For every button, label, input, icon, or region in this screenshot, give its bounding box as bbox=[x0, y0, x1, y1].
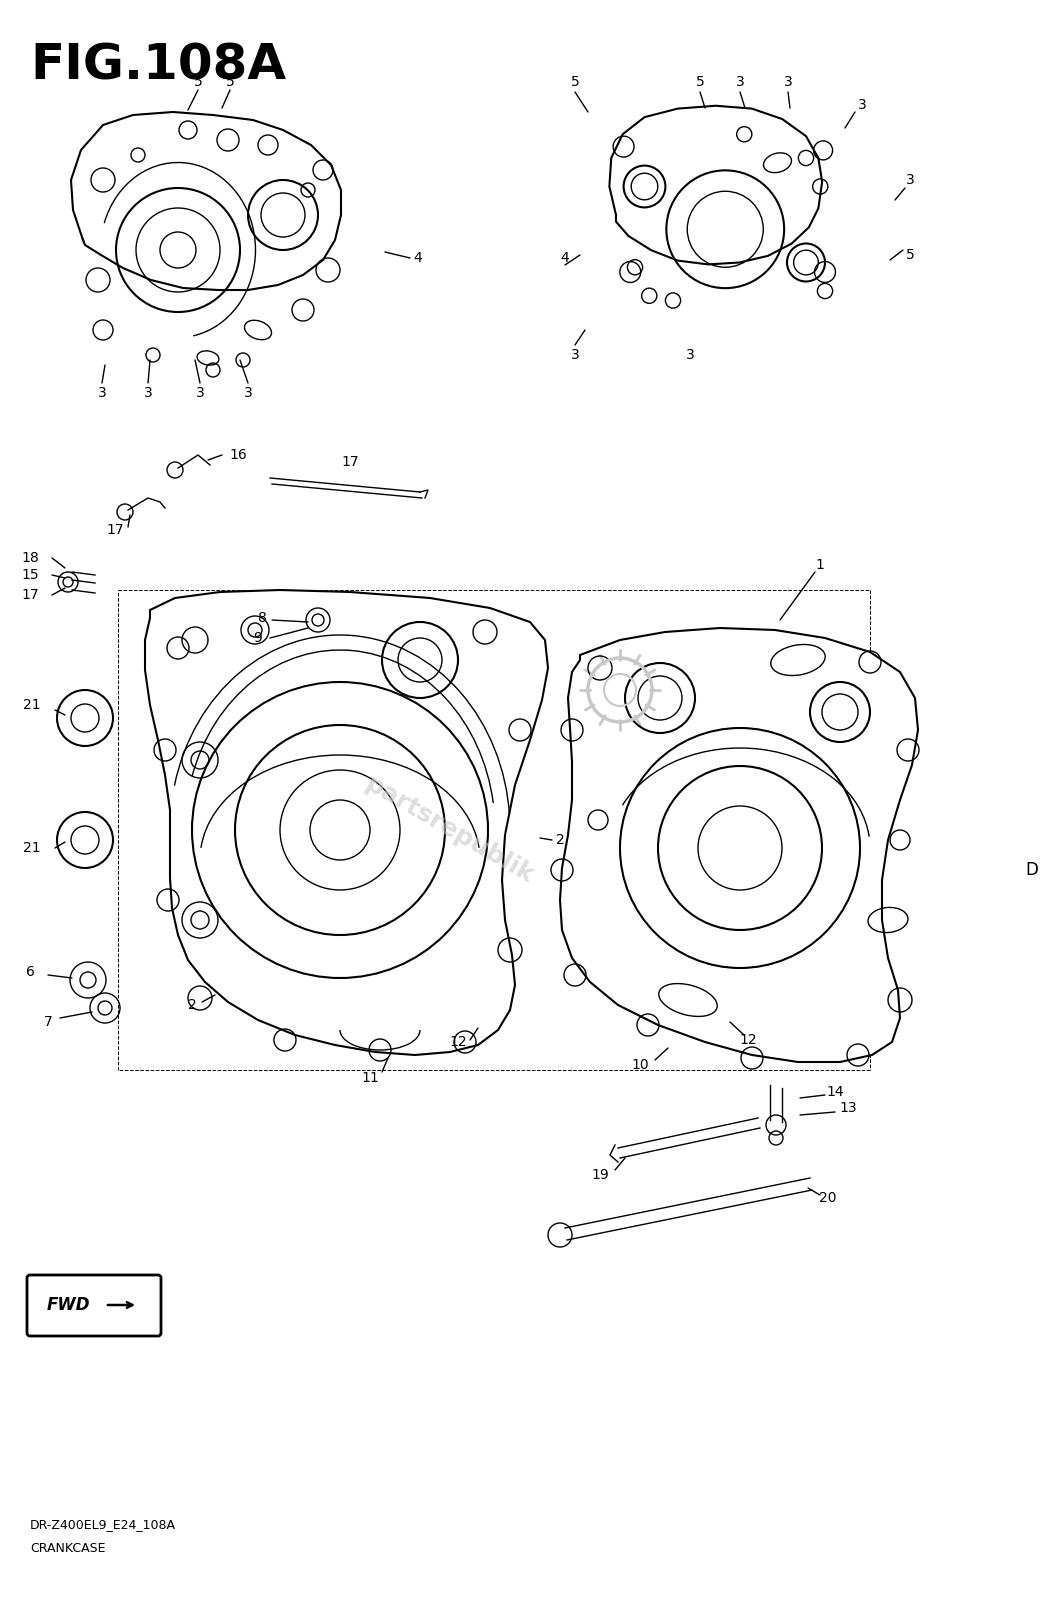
Text: D: D bbox=[1026, 861, 1038, 878]
Text: 14: 14 bbox=[827, 1085, 843, 1099]
Text: 3: 3 bbox=[736, 75, 744, 90]
Text: 12: 12 bbox=[739, 1034, 757, 1046]
Text: 5: 5 bbox=[194, 75, 202, 90]
Text: 5: 5 bbox=[225, 75, 235, 90]
Text: DR-Z400EL9_E24_108A: DR-Z400EL9_E24_108A bbox=[29, 1518, 176, 1531]
Text: 3: 3 bbox=[243, 386, 253, 400]
Polygon shape bbox=[560, 627, 918, 1062]
Text: 8: 8 bbox=[258, 611, 266, 626]
Text: 4: 4 bbox=[560, 251, 570, 266]
Text: 18: 18 bbox=[21, 550, 39, 565]
Text: 20: 20 bbox=[819, 1190, 837, 1205]
Text: 17: 17 bbox=[21, 587, 39, 602]
Text: 3: 3 bbox=[783, 75, 792, 90]
Text: 17: 17 bbox=[341, 454, 359, 469]
Text: 3: 3 bbox=[98, 386, 106, 400]
Text: 7: 7 bbox=[43, 1014, 53, 1029]
Text: 5: 5 bbox=[571, 75, 579, 90]
Text: 19: 19 bbox=[591, 1168, 609, 1182]
Text: FIG.108A: FIG.108A bbox=[29, 42, 286, 90]
Text: 10: 10 bbox=[631, 1058, 649, 1072]
Text: partsrepublik: partsrepublik bbox=[361, 771, 539, 888]
Polygon shape bbox=[145, 590, 548, 1054]
Text: 17: 17 bbox=[106, 523, 124, 538]
Text: 3: 3 bbox=[686, 349, 694, 362]
Text: 11: 11 bbox=[361, 1070, 379, 1085]
Text: FWD: FWD bbox=[46, 1296, 90, 1314]
Text: 21: 21 bbox=[23, 698, 41, 712]
Text: 2: 2 bbox=[556, 834, 564, 846]
Text: 3: 3 bbox=[571, 349, 579, 362]
Text: 5: 5 bbox=[906, 248, 914, 262]
Text: 2: 2 bbox=[187, 998, 196, 1013]
Text: 4: 4 bbox=[414, 251, 422, 266]
Text: 3: 3 bbox=[196, 386, 204, 400]
Text: CRANKCASE: CRANKCASE bbox=[29, 1542, 105, 1555]
Text: 13: 13 bbox=[839, 1101, 857, 1115]
Text: 21: 21 bbox=[23, 842, 41, 854]
Text: 9: 9 bbox=[254, 630, 262, 645]
Text: 3: 3 bbox=[143, 386, 153, 400]
Text: 1: 1 bbox=[816, 558, 824, 573]
Text: 15: 15 bbox=[21, 568, 39, 582]
Text: 12: 12 bbox=[450, 1035, 466, 1050]
Text: 3: 3 bbox=[906, 173, 914, 187]
Text: 5: 5 bbox=[696, 75, 704, 90]
Text: 6: 6 bbox=[25, 965, 35, 979]
Text: 3: 3 bbox=[857, 98, 867, 112]
Text: 16: 16 bbox=[230, 448, 246, 462]
FancyBboxPatch shape bbox=[27, 1275, 161, 1336]
